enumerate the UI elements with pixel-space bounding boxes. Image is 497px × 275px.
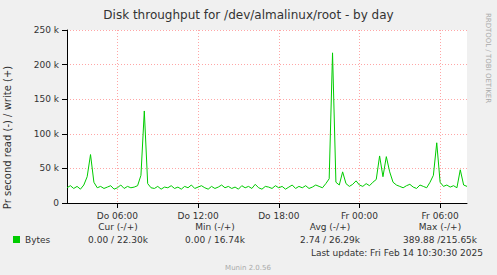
svg-text:200 k: 200 k [34,60,60,70]
svg-text:Min (-/+): Min (-/+) [195,222,235,232]
svg-text:250 k: 250 k [34,25,60,35]
svg-text:150 k: 150 k [34,94,60,104]
svg-text:Disk throughput for /dev/almal: Disk throughput for /dev/almalinux/root … [103,8,393,22]
svg-text:389.88 /215.65k: 389.88 /215.65k [403,235,478,245]
svg-text:100 k: 100 k [34,129,60,139]
svg-text:Fr 00:00: Fr 00:00 [341,211,378,221]
svg-text:Do 06:00: Do 06:00 [97,211,139,221]
svg-text:0: 0 [53,198,59,208]
svg-text:50 k: 50 k [39,163,59,173]
svg-text:2.74 / 26.29k: 2.74 / 26.29k [300,235,361,245]
svg-text:Bytes: Bytes [25,235,51,245]
svg-text:Pr second read (-) / write (+): Pr second read (-) / write (+) [2,66,13,209]
svg-text:Cur (-/+): Cur (-/+) [98,222,137,232]
svg-text:0.00 / 22.30k: 0.00 / 22.30k [88,235,149,245]
svg-text:Avg (-/+): Avg (-/+) [310,222,350,232]
svg-text:0.00 / 16.74k: 0.00 / 16.74k [185,235,246,245]
svg-text:Do 18:00: Do 18:00 [258,211,300,221]
svg-text:Last update: Fri Feb 14 10:30:: Last update: Fri Feb 14 10:30:30 2025 [311,248,483,258]
svg-text:Max (-/+): Max (-/+) [419,222,461,232]
svg-text:Fr 06:00: Fr 06:00 [422,211,459,221]
svg-text:Do 12:00: Do 12:00 [177,211,219,221]
svg-text:RRDTOOL / TOBI OETIKER: RRDTOOL / TOBI OETIKER [484,13,492,103]
svg-text:Munin 2.0.56: Munin 2.0.56 [225,264,271,272]
